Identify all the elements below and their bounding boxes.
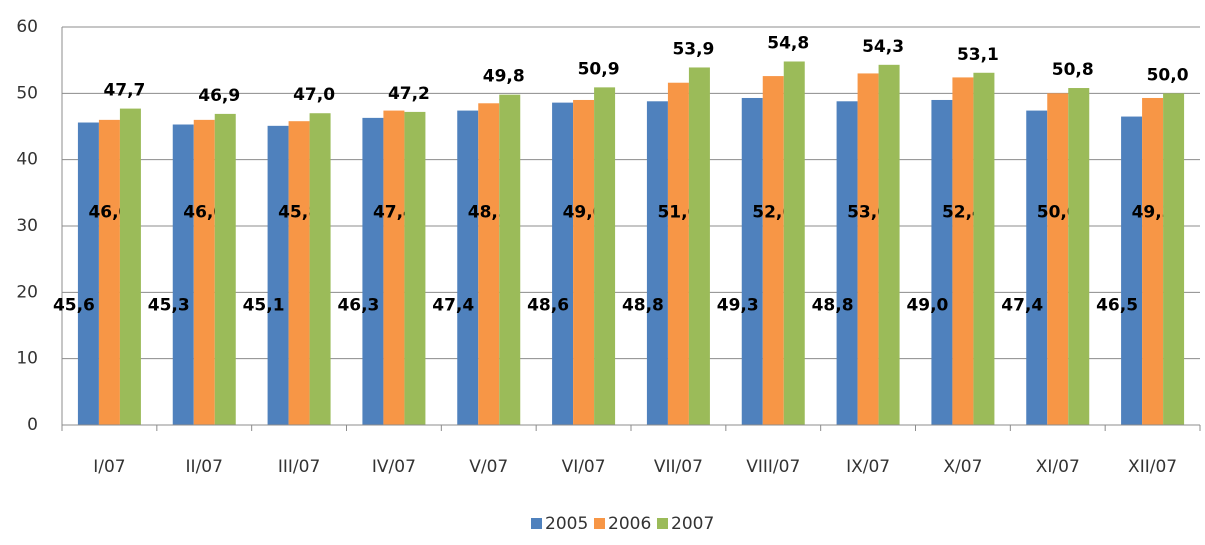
legend-label: 2005	[545, 514, 588, 534]
value-label: 45,6	[53, 296, 95, 316]
bar	[594, 87, 616, 425]
bar	[762, 76, 784, 425]
bar	[931, 99, 953, 425]
value-label: 53,9	[672, 39, 714, 59]
value-label: 47,7	[103, 81, 145, 101]
value-label: 46,5	[1096, 296, 1138, 316]
bar	[172, 124, 194, 425]
value-label: 46,3	[337, 296, 379, 316]
x-tick-label: XI/07	[1036, 457, 1080, 477]
value-label: 50,9	[578, 59, 620, 79]
y-tick-label: 40	[16, 150, 38, 170]
bar	[288, 121, 310, 426]
bar	[499, 94, 521, 425]
bar	[404, 111, 426, 425]
value-label: 53,1	[957, 45, 999, 65]
legend-swatch	[657, 518, 668, 529]
bar	[552, 102, 574, 426]
y-tick-label: 50	[16, 83, 38, 103]
x-tick-label: VII/07	[654, 457, 703, 477]
bar	[646, 101, 668, 425]
bar	[1142, 97, 1164, 425]
bar	[119, 108, 141, 425]
value-label: 50,8	[1052, 60, 1094, 80]
x-tick-label: V/07	[469, 457, 508, 477]
legend-label: 2006	[608, 514, 651, 534]
bar	[478, 103, 500, 426]
bar	[77, 122, 99, 426]
value-label: 52,6	[752, 203, 794, 223]
y-tick-label: 20	[16, 282, 38, 302]
value-label: 47,2	[388, 84, 430, 104]
value-label: 49,3	[717, 296, 759, 316]
bar	[267, 125, 289, 425]
value-label: 47,4	[1001, 296, 1043, 316]
value-label: 54,3	[862, 37, 904, 57]
value-label: 48,6	[527, 296, 569, 316]
bar	[1026, 110, 1048, 425]
value-label: 45,8	[278, 203, 320, 223]
value-label: 48,8	[622, 296, 664, 316]
value-label: 50,0	[1147, 65, 1189, 85]
value-label: 47,0	[293, 85, 335, 105]
value-label: 49,8	[483, 67, 525, 87]
bar	[1068, 88, 1090, 425]
value-label: 54,8	[767, 33, 809, 53]
x-tick-label: VI/07	[562, 457, 606, 477]
y-tick-label: 60	[16, 17, 38, 37]
bar	[214, 113, 236, 425]
legend-swatch	[594, 518, 605, 529]
value-label: 48,8	[812, 296, 854, 316]
value-label: 49,3	[1132, 203, 1174, 223]
x-tick-label: IV/07	[372, 457, 416, 477]
bar	[573, 99, 595, 425]
y-tick-label: 0	[27, 415, 38, 435]
value-label: 45,1	[243, 296, 285, 316]
bar	[1047, 93, 1069, 425]
bar	[973, 72, 995, 426]
bar	[457, 110, 479, 425]
bar	[667, 82, 689, 425]
bar	[878, 64, 900, 425]
bar	[836, 101, 858, 425]
x-tick-label: XII/07	[1128, 457, 1177, 477]
bar	[1163, 93, 1185, 425]
legend-swatch	[531, 518, 542, 529]
x-tick-label: VIII/07	[746, 457, 800, 477]
x-tick-label: I/07	[93, 457, 125, 477]
bar	[362, 117, 384, 426]
y-tick-label: 30	[16, 216, 38, 236]
bar	[309, 113, 331, 425]
value-label: 47,4	[432, 296, 474, 316]
value-label: 46,9	[198, 86, 240, 106]
bar	[193, 119, 215, 425]
value-label: 49,0	[906, 296, 948, 316]
value-label: 51,6	[657, 203, 699, 223]
bar	[783, 61, 805, 425]
bar	[952, 77, 974, 425]
value-label: 45,3	[148, 296, 190, 316]
x-tick-label: II/07	[186, 457, 223, 477]
x-tick-label: IX/07	[846, 457, 890, 477]
bar	[857, 73, 879, 425]
legend-label: 2007	[671, 514, 714, 534]
x-tick-label: III/07	[278, 457, 320, 477]
bar	[688, 67, 710, 426]
x-tick-label: X/07	[943, 457, 982, 477]
value-label: 48,5	[468, 203, 510, 223]
bar	[1121, 116, 1143, 426]
y-tick-label: 10	[16, 349, 38, 369]
bar	[98, 119, 120, 425]
bar	[383, 110, 405, 425]
bar	[741, 97, 763, 425]
